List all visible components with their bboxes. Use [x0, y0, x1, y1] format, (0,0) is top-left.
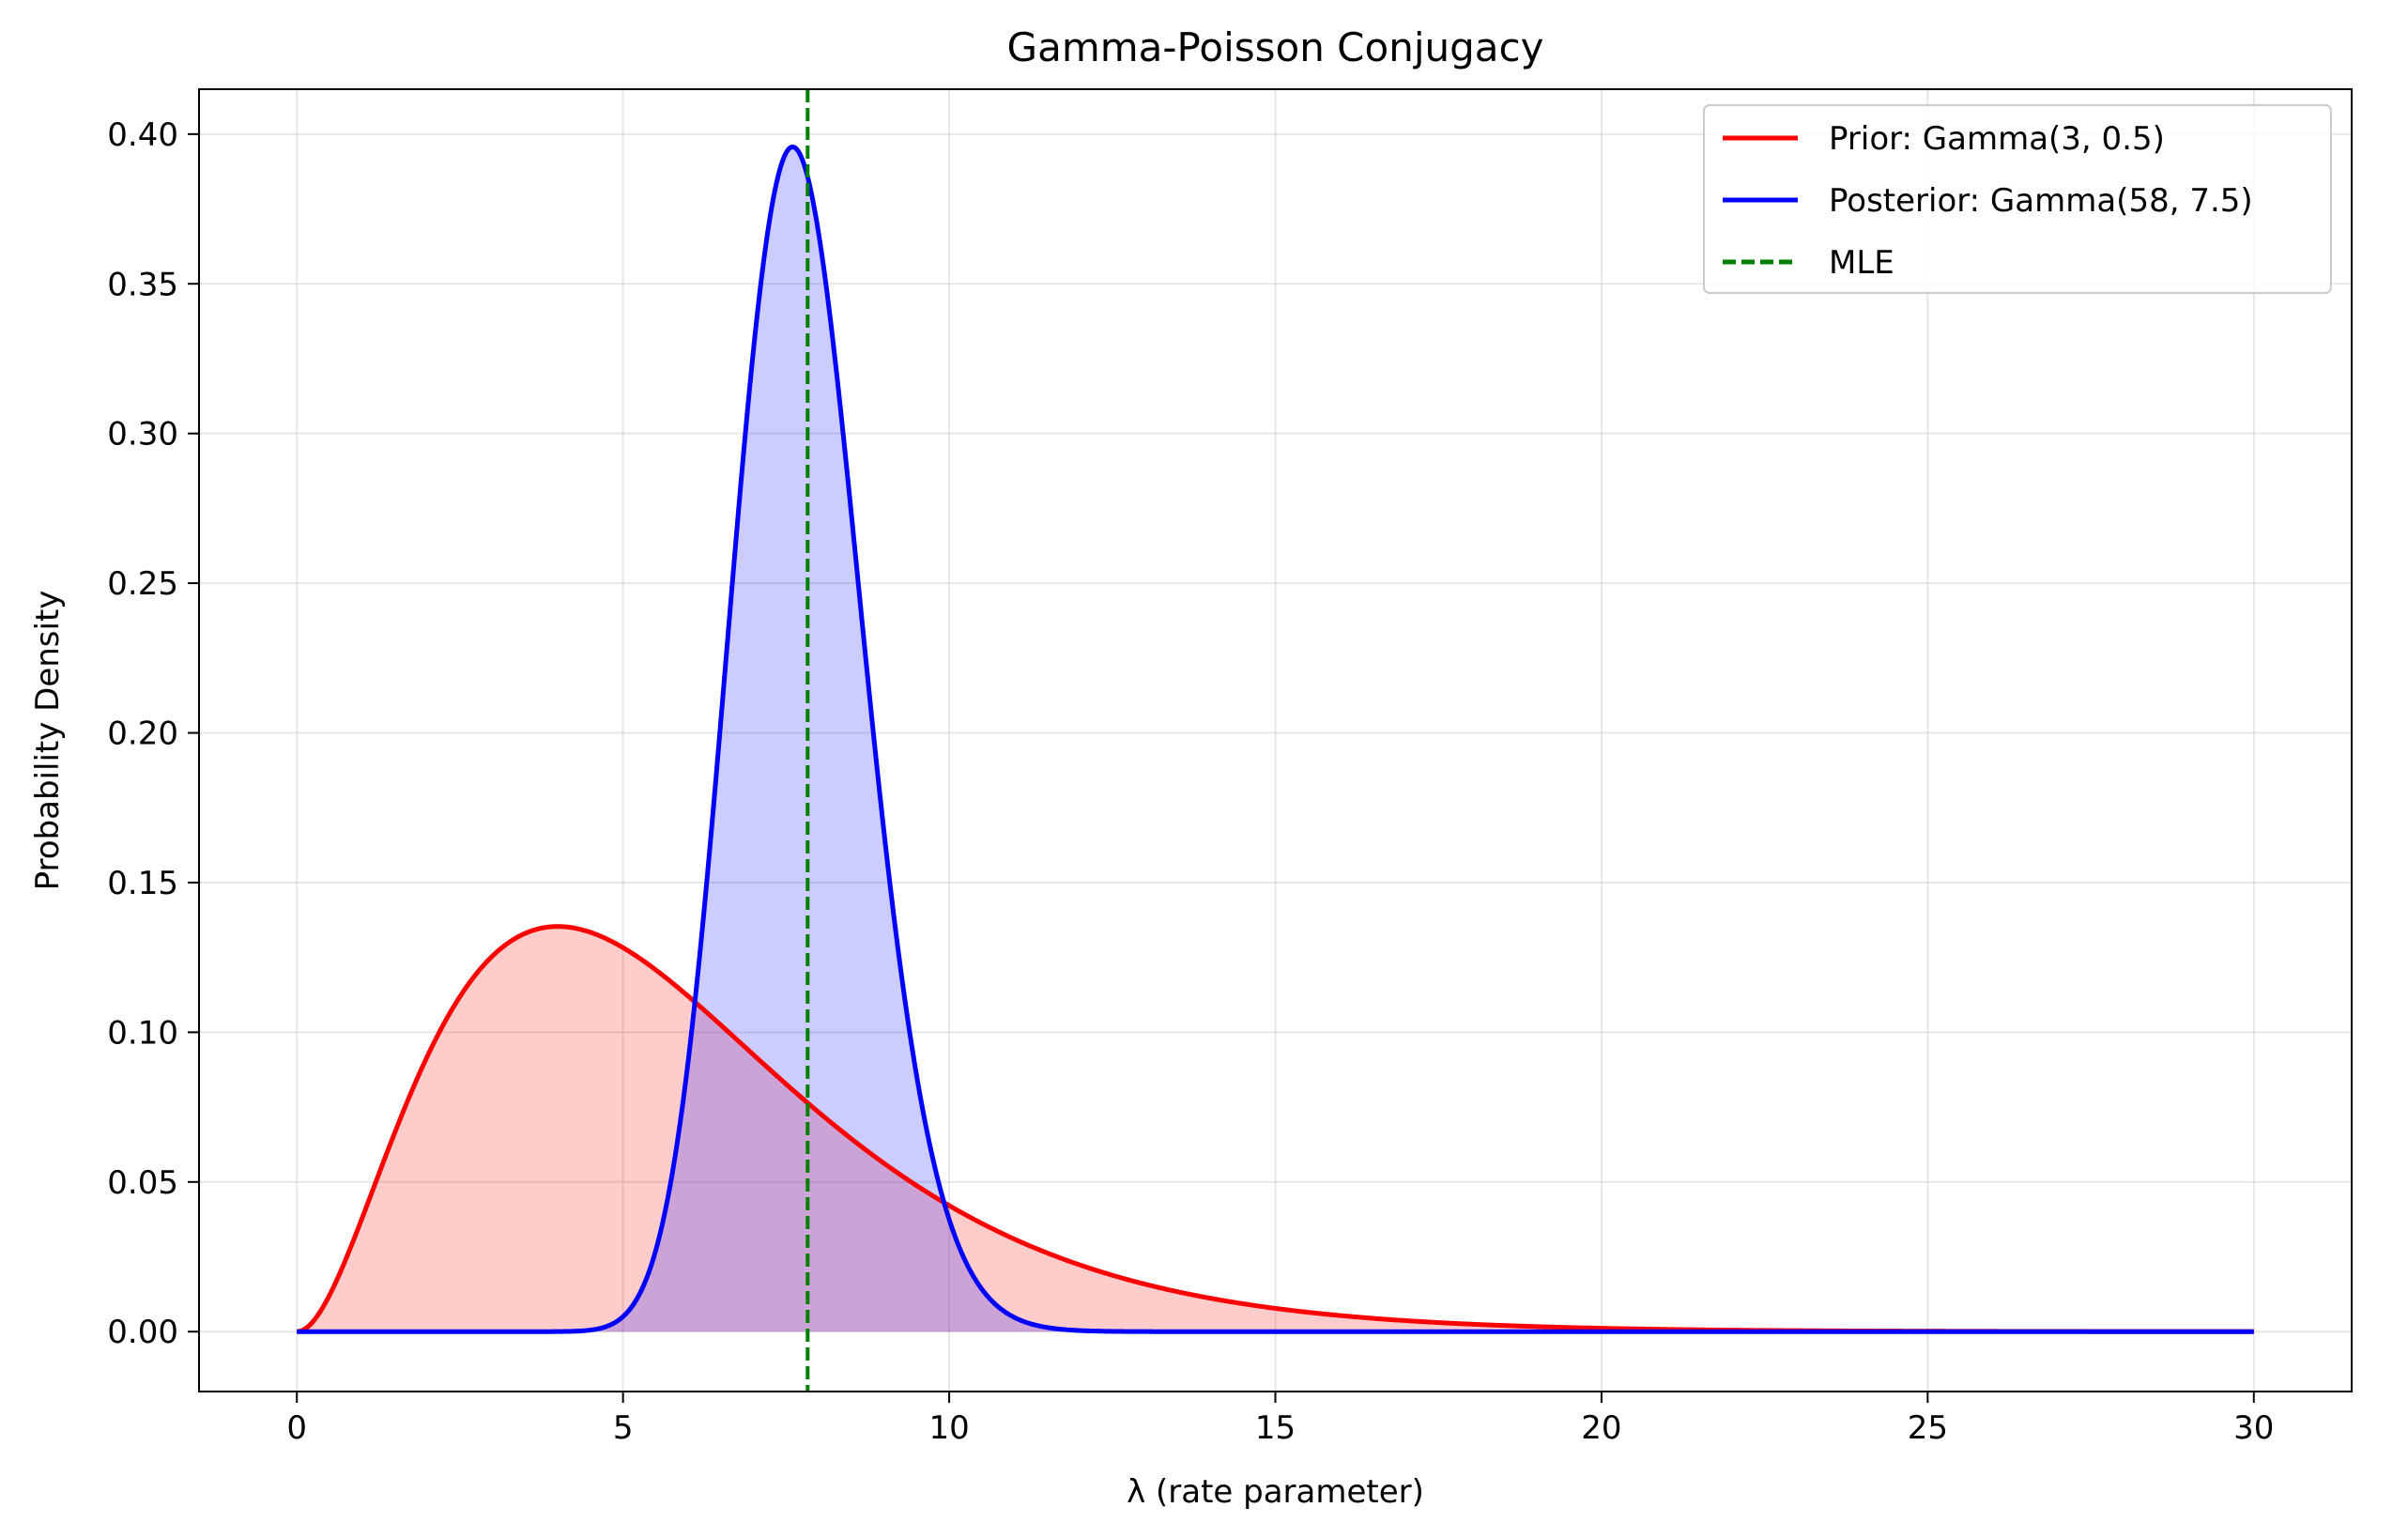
y-axis-ticks: 0.00 0.05 0.10 0.15 0.20 0.25 0.30 0.35 0.40 [107, 116, 199, 1351]
y-tick-label: 0.40 [107, 116, 178, 154]
series-lines [296, 89, 2255, 1392]
area-fills [297, 146, 2254, 1332]
y-tick-label: 0.10 [107, 1014, 178, 1052]
x-tick-label: 5 [613, 1409, 634, 1447]
legend: Prior: Gamma(3, 0.5) Posterior: Gamma(58,… [1703, 104, 2332, 294]
legend-label: Prior: Gamma(3, 0.5) [1829, 120, 2165, 158]
x-axis-title: λ (rate parameter) [1127, 1473, 1424, 1511]
y-tick-label: 0.15 [107, 865, 178, 902]
x-tick-label: 25 [1908, 1409, 1948, 1447]
y-axis-title: Probability Density [29, 591, 67, 891]
chart-title: Gamma-Poisson Conjugacy [1007, 24, 1544, 70]
x-tick-label: 0 [286, 1409, 307, 1447]
y-tick-label: 0.25 [107, 565, 178, 603]
x-tick-label: 20 [1581, 1409, 1621, 1447]
x-tick-label: 15 [1255, 1409, 1296, 1447]
legend-label: MLE [1829, 244, 1894, 282]
y-tick-label: 0.00 [107, 1314, 178, 1351]
series-0-area [297, 926, 2254, 1332]
series-1-line [296, 144, 2255, 1334]
y-tick-label: 0.35 [107, 266, 178, 303]
series-1-area [297, 146, 2254, 1332]
y-tick-label: 0.05 [107, 1164, 178, 1202]
legend-label: Posterior: Gamma(58, 7.5) [1829, 182, 2253, 220]
x-tick-label: 10 [928, 1409, 969, 1447]
legend-box [1703, 104, 2332, 294]
y-tick-label: 0.20 [107, 715, 178, 753]
x-axis-ticks: 0 5 10 15 20 25 30 [286, 1392, 2274, 1447]
x-tick-label: 30 [2233, 1409, 2274, 1447]
y-tick-label: 0.30 [107, 416, 178, 454]
